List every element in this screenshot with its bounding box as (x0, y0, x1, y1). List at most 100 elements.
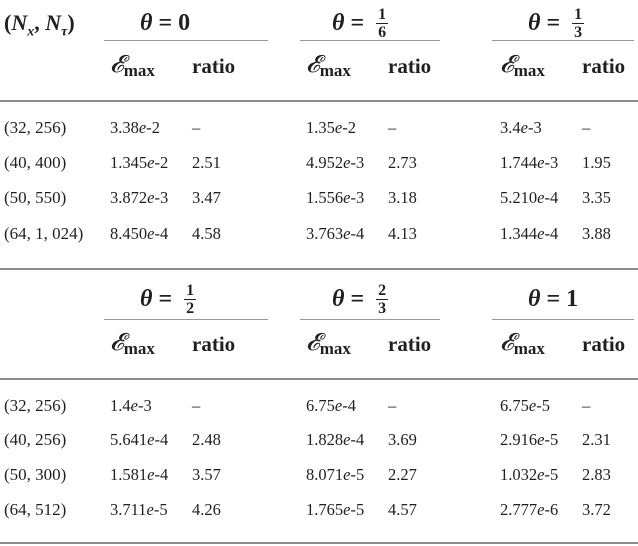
ratio-value: 2.73 (388, 153, 417, 172)
equals-sign: = (350, 9, 365, 36)
ratio-value: 2.48 (192, 430, 221, 449)
ratio-value: – (582, 118, 591, 137)
emax-value: 1.345e-2 (110, 153, 169, 172)
emax-column-header: 𝓔max (500, 328, 545, 359)
subheader-rule-1 (104, 40, 268, 41)
emax-symbol: 𝓔 (306, 328, 320, 356)
grid-size-header: (Nx, Nτ) (4, 10, 75, 40)
block-separator (0, 268, 638, 270)
emax-subscript: max (513, 61, 545, 80)
fraction-bar (376, 298, 389, 300)
ratio-value: – (192, 396, 201, 415)
subheader-rule-3 (492, 40, 634, 41)
table-bottom-rule (0, 542, 638, 544)
emax-value: 6.75e-4 (306, 396, 356, 415)
grid-size-cell: (32, 256) (4, 396, 67, 415)
ratio-column-header: ratio (388, 332, 432, 356)
grid-size-cell: (64, 512) (4, 500, 67, 519)
fraction-denominator: 3 (574, 23, 583, 41)
theta-header: θ = 1 3 (528, 4, 585, 42)
theta-symbol: θ (528, 9, 541, 36)
ratio-value: 4.26 (192, 500, 221, 519)
equals-sign: = (350, 285, 365, 312)
emax-value: 3.38e-2 (110, 118, 160, 137)
emax-value: 1.581e-4 (110, 465, 169, 484)
emax-column-header: 𝓔max (500, 50, 545, 81)
emax-subscript: max (123, 339, 155, 358)
theta-value: 1 (566, 285, 579, 312)
emax-value: 5.210e-4 (500, 188, 559, 207)
emax-value: 2.777e-6 (500, 500, 559, 519)
emax-value: 8.071e-5 (306, 465, 365, 484)
emax-value: 1.828e-4 (306, 430, 365, 449)
ratio-value: 3.57 (192, 465, 221, 484)
emax-value: 6.75e-5 (500, 396, 550, 415)
ratio-column-header: ratio (582, 54, 626, 78)
grid-size-cell: (40, 400) (4, 153, 67, 172)
emax-column-header: 𝓔max (110, 50, 155, 81)
ratio-value: 4.58 (192, 224, 221, 243)
emax-value: 1.344e-4 (500, 224, 559, 243)
ratio-value: – (388, 396, 397, 415)
ratio-column-header: ratio (192, 332, 236, 356)
grid-size-cell: (50, 550) (4, 188, 67, 207)
fraction-numerator: 1 (574, 5, 583, 23)
emax-value: 1.744e-3 (500, 153, 559, 172)
grid-size-cell: (32, 256) (4, 118, 67, 137)
fraction-numerator: 1 (378, 5, 387, 23)
emax-value: 5.641e-4 (110, 430, 169, 449)
subheader-rule-5 (300, 319, 440, 320)
emax-symbol: 𝓔 (110, 328, 124, 356)
fraction-bar (376, 22, 389, 24)
ratio-value: 1.95 (582, 153, 611, 172)
ratio-value: 4.13 (388, 224, 417, 243)
emax-value: 1.556e-3 (306, 188, 365, 207)
emax-symbol: 𝓔 (500, 328, 514, 356)
ratio-value: 3.69 (388, 430, 417, 449)
fraction-bar (184, 298, 197, 300)
header-rule-bottom (0, 378, 638, 380)
emax-symbol: 𝓔 (306, 50, 320, 78)
emax-subscript: max (513, 339, 545, 358)
ratio-value: 2.31 (582, 430, 611, 449)
ratio-value: 3.35 (582, 188, 611, 207)
equals-sign: = (158, 285, 173, 312)
fraction-bar (572, 22, 585, 24)
emax-value: 3.4e-3 (500, 118, 542, 137)
theta-symbol: θ (528, 285, 541, 312)
equals-sign: = (158, 9, 173, 36)
emax-subscript: max (319, 339, 351, 358)
ratio-value: – (388, 118, 397, 137)
theta-header: θ = 0 (140, 4, 190, 42)
emax-value: 3.872e-3 (110, 188, 169, 207)
fraction-denominator: 6 (378, 23, 387, 41)
emax-value: 3.763e-4 (306, 224, 365, 243)
grid-size-cell: (64, 1, 024) (4, 224, 84, 243)
theta-symbol: θ (140, 9, 153, 36)
subheader-rule-6 (492, 319, 634, 320)
grid-size-cell: (40, 256) (4, 430, 67, 449)
emax-value: 8.450e-4 (110, 224, 169, 243)
grid-size-cell: (50, 300) (4, 465, 67, 484)
fraction-denominator: 3 (378, 299, 387, 317)
ratio-value: – (192, 118, 201, 137)
ratio-value: 3.18 (388, 188, 417, 207)
emax-value: 1.4e-3 (110, 396, 152, 415)
theta-header: θ = 2 3 (332, 280, 389, 318)
emax-value: 2.916e-5 (500, 430, 559, 449)
emax-value: 1.032e-5 (500, 465, 559, 484)
subheader-rule-4 (104, 319, 268, 320)
fraction-numerator: 1 (186, 281, 195, 299)
theta-symbol: θ (332, 9, 345, 36)
theta-symbol: θ (332, 285, 345, 312)
theta-value: 0 (178, 9, 191, 36)
theta-header: θ = 1 (528, 280, 578, 318)
ratio-value: 3.88 (582, 224, 611, 243)
theta-symbol: θ (140, 285, 153, 312)
ratio-column-header: ratio (388, 54, 432, 78)
emax-subscript: max (123, 61, 155, 80)
